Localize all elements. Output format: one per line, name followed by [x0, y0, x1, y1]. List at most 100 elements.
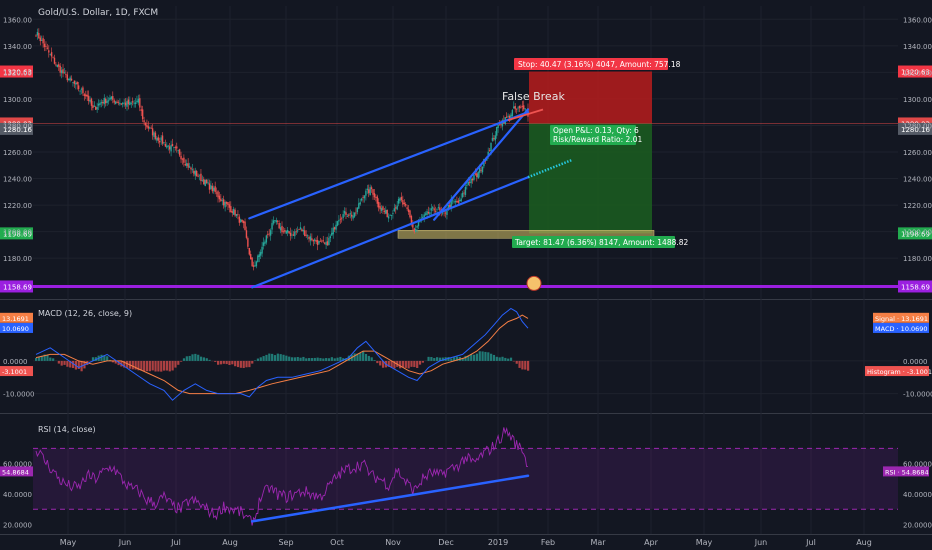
candle-body [269, 230, 272, 236]
candle-body [470, 178, 472, 184]
macd-histogram-bar [35, 357, 38, 361]
macd-histogram-bar [194, 353, 197, 361]
macd-histogram-bar [251, 360, 254, 364]
macd-histogram-bar [217, 360, 220, 365]
macd-histogram-bar [353, 353, 356, 361]
candle-body [325, 241, 327, 246]
price-badge-left [0, 227, 33, 240]
candle-body [56, 64, 59, 68]
macd-histogram-bar [347, 355, 351, 361]
candle-body [143, 120, 145, 123]
candle-body [151, 128, 154, 136]
time-axis-label: May [696, 538, 713, 547]
grid-lines [0, 6, 932, 535]
candle-body [291, 234, 293, 236]
rsi-tick-left: 20.0000 [3, 521, 32, 529]
candle-body [397, 198, 400, 204]
candle-body [319, 240, 322, 242]
candle-body [524, 108, 526, 110]
event-flag-icon[interactable] [526, 275, 542, 291]
macd-histogram-bar [137, 360, 140, 371]
channel-lower-trendline[interactable] [251, 176, 530, 289]
macd-histogram-bar [450, 358, 453, 361]
rsi-divergence-trendline[interactable] [250, 474, 530, 523]
macd-histogram-bar [401, 360, 405, 368]
candle-body [474, 173, 477, 175]
macd-histogram-bar [256, 358, 260, 361]
price-panel[interactable]: False Break Stop: 40.47 (3.16%) 4047, Amo… [0, 28, 932, 293]
candle-body [227, 202, 229, 205]
candle-body [323, 242, 326, 244]
candle-body [102, 102, 104, 104]
price-badge-right-label: 1280.16 [901, 126, 930, 134]
candle-body [171, 143, 174, 147]
steep-support-trendline[interactable] [433, 108, 530, 221]
candle-body [360, 198, 363, 201]
time-axis-label: Jul [170, 538, 181, 547]
candle-body [322, 240, 324, 242]
candle-body [515, 108, 518, 110]
macd-histogram-bar [140, 360, 143, 371]
target-label: Target: 81.47 (6.36%) 8147, Amount: 1488… [514, 238, 689, 247]
candle-body [194, 170, 196, 176]
price-tick-right: 1280.00 [903, 122, 932, 130]
macd-histogram-bar [239, 360, 242, 368]
price-tick-left: 1320.00 [3, 69, 32, 77]
candle-body [487, 151, 489, 156]
candle-body [375, 196, 377, 198]
macd-histogram-bar [46, 354, 49, 361]
candle-body [59, 65, 61, 73]
candle-body [346, 215, 349, 217]
rr-label: Risk/Reward Ratio: 2.01 [553, 135, 642, 144]
macd-histogram-bar [69, 360, 72, 368]
macd-histogram-bar [481, 351, 484, 361]
candle-body [477, 172, 479, 179]
price-tick-left: 1260.00 [3, 149, 32, 157]
candle-body [295, 231, 297, 233]
candle-body [333, 227, 336, 230]
candle-body [174, 147, 177, 148]
price-tick-left: 1280.00 [3, 122, 32, 130]
candle-body [154, 132, 157, 139]
candle-body [156, 137, 158, 141]
price-tick-left: 1300.00 [3, 96, 32, 104]
candle-body [210, 185, 212, 189]
macd-histogram-bar [464, 355, 467, 361]
macd-badge-left [0, 366, 33, 377]
candle-body [201, 179, 204, 181]
macd-histogram-bar [495, 356, 498, 361]
price-tick-right: 1320.00 [903, 69, 932, 77]
macd-histogram-bar [461, 358, 464, 361]
candle-body [232, 208, 235, 215]
candle-body [117, 102, 120, 104]
macd-badge-right-label: Signal · 13.1691 [875, 315, 928, 323]
candle-body [208, 183, 211, 190]
candle-body [186, 163, 188, 166]
channel-upper-trendline[interactable] [248, 111, 530, 220]
candle-body [60, 70, 63, 74]
candle-body [439, 207, 441, 211]
candle-body [248, 247, 250, 255]
macd-badge-right-label: Histogram · -3.1001 [867, 368, 932, 376]
candle-body [329, 236, 332, 239]
macd-panel[interactable]: 13.1691 10.0690 -3.1001 Signal · 13.1691 MAC… [0, 307, 932, 401]
candle-body [507, 115, 509, 117]
candle-body [80, 88, 83, 90]
candle-body [380, 208, 383, 211]
rsi-panel[interactable]: 54.8684 RSI · 54.8684 [0, 427, 929, 526]
rsi-title: RSI (14, close) [38, 425, 96, 434]
macd-histogram-bar [77, 360, 80, 369]
candle-body [468, 181, 471, 183]
macd-histogram-bar [214, 360, 217, 362]
candle-body [368, 189, 370, 194]
candle-body [277, 220, 279, 222]
candle-body [140, 109, 142, 111]
candle-body [302, 229, 305, 232]
candle-body [193, 170, 195, 174]
macd-histogram-bar [435, 357, 439, 361]
candle-body [387, 216, 390, 219]
macd-histogram-bar [467, 355, 470, 361]
candle-body [385, 209, 387, 214]
candle-body [43, 43, 46, 47]
